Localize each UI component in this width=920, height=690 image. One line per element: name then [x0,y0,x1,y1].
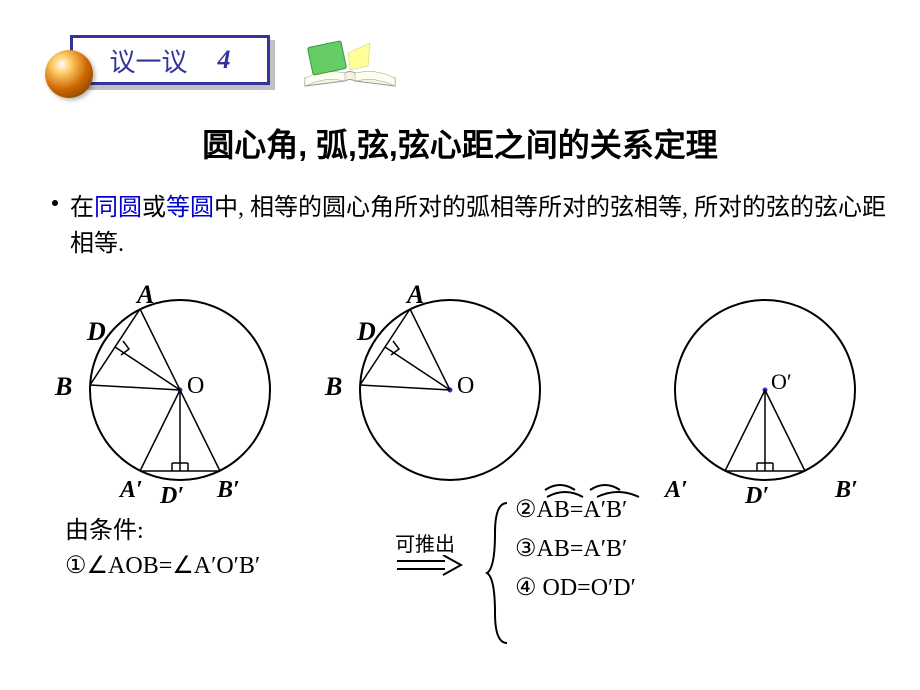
diagram-circle-3: O′ A′ D′ B′ [663,300,858,505]
circle-diagrams: A D B O A′ D′ B′ A D B O O′ A′ D′ B′ [45,275,905,505]
svg-text:B: B [324,372,342,401]
arrow-label: 可推出 [395,528,455,557]
svg-text:O′: O′ [771,369,792,394]
left-brace-icon [485,498,513,648]
svg-text:A: A [405,280,424,309]
book-icon [300,38,400,93]
title-box-number: 4 [218,45,231,75]
svg-text:A: A [135,280,154,309]
svg-text:A′: A′ [663,477,688,503]
svg-text:B′: B′ [834,477,858,503]
bullet-prefix: 在 [70,195,94,221]
sphere-icon [45,50,93,98]
bullet-mid1: 或 [142,195,166,221]
svg-text:D′: D′ [159,483,184,505]
implies-arrow-icon [395,555,465,579]
results-list: ②AB=A′B′ ③AB=A′B′ ④ OD=O′D′ [515,495,636,612]
svg-text:B: B [54,372,72,401]
svg-text:D′: D′ [744,483,769,505]
bullet-blue2: 等圆 [166,195,214,221]
theorem-statement: 在同圆或等圆中, 相等的圆心角所对的弧相等所对的弦相等, 所对的弦的弦心距相等. [70,190,900,262]
result-2: ②AB=A′B′ [515,495,636,524]
title-box: 议一议 4 [70,35,270,85]
svg-text:D: D [86,317,106,346]
svg-text:O: O [457,373,474,399]
condition-left: 由条件: ①∠AOB=∠A′O′B′ [65,510,260,580]
bullet-blue1: 同圆 [94,195,142,221]
title-box-text: 议一议 [109,42,187,79]
svg-text:D: D [356,317,376,346]
page-title: 圆心角, 弧,弦,弦心距之间的关系定理 [0,120,920,166]
bullet-dot-icon [52,200,58,206]
diagram-circle-1: A D B O A′ D′ B′ [54,280,270,505]
svg-text:O: O [187,373,204,399]
svg-text:A′: A′ [118,477,143,503]
svg-text:B′: B′ [216,477,240,503]
result-4: ④ OD=O′D′ [515,573,636,602]
condition-heading: 由条件: [65,510,260,545]
result-3: ③AB=A′B′ [515,534,636,563]
condition-line: ①∠AOB=∠A′O′B′ [65,551,260,580]
diagram-circle-2: A D B O [324,280,540,480]
